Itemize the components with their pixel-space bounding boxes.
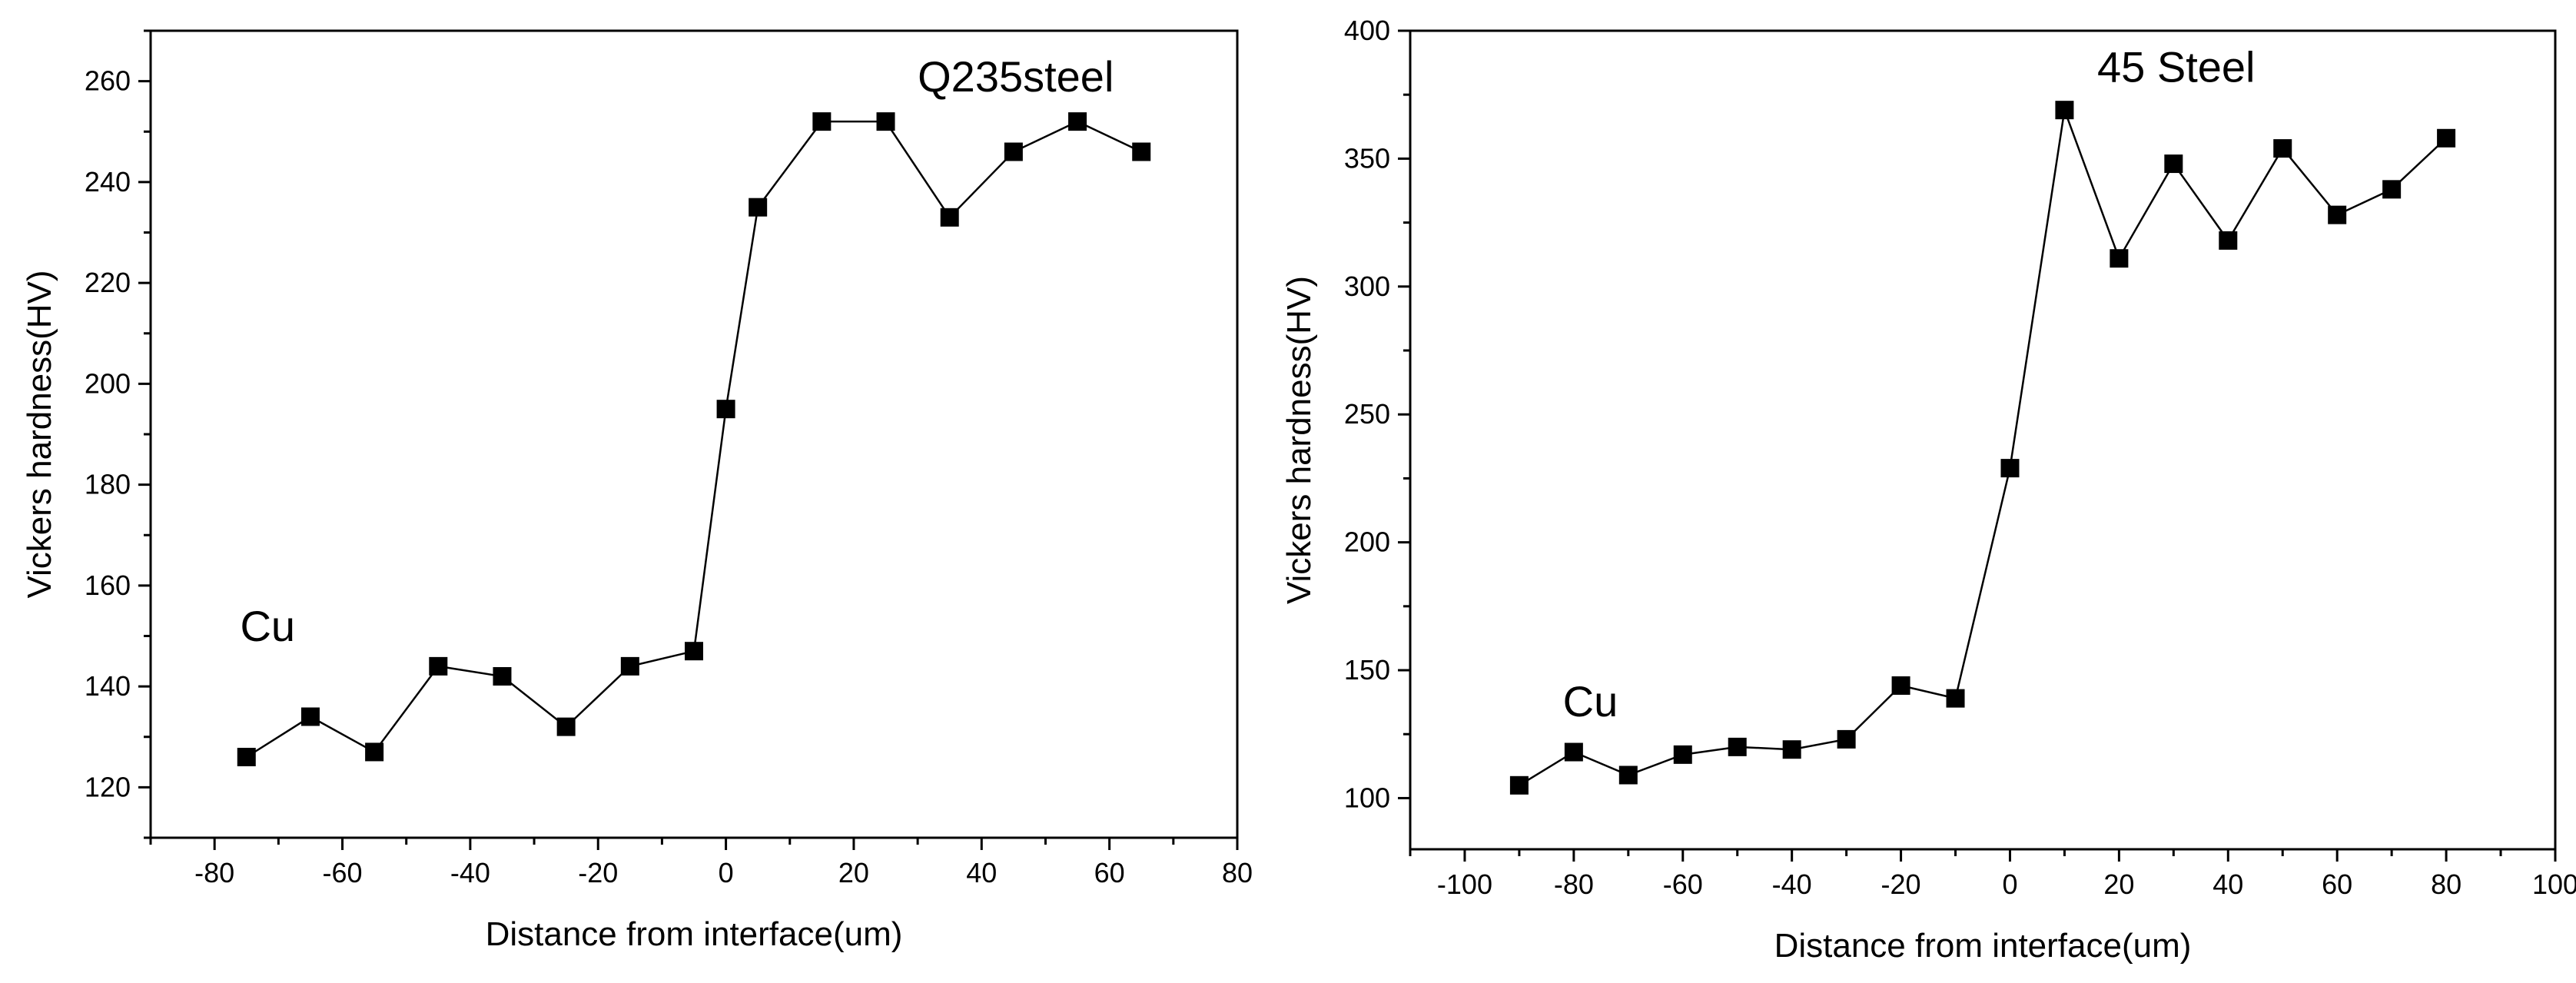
data-point <box>620 656 639 676</box>
y-tick-label: 400 <box>1344 15 1390 46</box>
x-tick-label: -80 <box>194 857 234 888</box>
y-tick-label: 150 <box>1344 654 1390 686</box>
data-point <box>1618 765 1638 785</box>
x-tick-label: 60 <box>2322 868 2352 900</box>
data-point <box>1132 142 1151 161</box>
data-point <box>1782 740 1801 759</box>
chart-panel-1: -80 -60 -40 -20 0 20 40 60 80 120 140 160 180 200 220 2… <box>21 29 1253 953</box>
y-tick-label: 200 <box>1344 526 1390 558</box>
x-tick-label: 20 <box>838 857 869 888</box>
data-point <box>749 198 768 217</box>
data-point <box>300 707 320 726</box>
y-tick-label: 100 <box>1344 782 1390 813</box>
y-tick-label: 260 <box>85 65 131 97</box>
data-point <box>940 208 959 227</box>
data-point <box>1068 112 1087 131</box>
data-point <box>812 112 832 131</box>
data-point <box>1728 737 1747 756</box>
data-point <box>1946 689 1965 708</box>
x-tick-label: 0 <box>719 857 734 888</box>
y-tick-label: 140 <box>85 670 131 702</box>
y-tick-label: 160 <box>85 570 131 601</box>
x-axis-title: Distance from interface(um) <box>1774 927 2192 965</box>
y-tick-label: 200 <box>85 367 131 399</box>
data-point <box>365 742 384 762</box>
y-tick-label: 250 <box>1344 398 1390 430</box>
data-point <box>1564 742 1583 762</box>
annotation-label: Cu <box>1563 677 1618 726</box>
y-tick-label: 220 <box>85 267 131 298</box>
y-tick-label: 350 <box>1344 142 1390 174</box>
data-point <box>556 717 576 736</box>
x-tick-label: 40 <box>966 857 997 888</box>
data-point <box>1004 142 1023 161</box>
x-axis-title: Distance from interface(um) <box>486 915 903 953</box>
data-point <box>429 656 448 676</box>
x-tick-label: -60 <box>1663 868 1703 900</box>
data-point <box>2110 249 2129 268</box>
data-point <box>2273 139 2292 158</box>
x-tick-label: 100 <box>2532 868 2576 900</box>
x-tick-label: -80 <box>1554 868 1594 900</box>
y-tick-label: 120 <box>85 771 131 802</box>
x-tick-label: -100 <box>1437 868 1492 900</box>
data-point <box>237 748 256 766</box>
x-tick-label: -20 <box>1881 868 1921 900</box>
series-line-1 <box>246 120 1142 759</box>
x-tick-label: 60 <box>1094 857 1125 888</box>
chart-panel-2: -100 -80 -60 -40 -20 0 20 40 60 80 100 100 150 200 250… <box>1280 15 2576 965</box>
annotation-label: 45 Steel <box>2097 43 2256 91</box>
data-point <box>2219 231 2238 250</box>
series-line-1 <box>1519 109 2447 786</box>
x-tick-label: 80 <box>2431 868 2461 900</box>
y-tick-label: 300 <box>1344 271 1390 302</box>
data-point <box>2000 459 2020 478</box>
data-point <box>1891 676 1910 695</box>
data-point <box>1509 775 1529 795</box>
data-point <box>1673 745 1692 764</box>
data-point <box>2437 128 2456 148</box>
x-tick-label: 80 <box>1222 857 1253 888</box>
data-point <box>685 642 703 661</box>
data-point <box>876 112 895 131</box>
plot-frame <box>1409 29 2557 851</box>
annotation-label: Q235steel <box>918 52 1114 101</box>
y-axis-title: Vickers hardness(HV) <box>21 270 58 598</box>
data-point <box>2382 180 2402 199</box>
y-axis-title: Vickers hardness(HV) <box>1280 276 1318 604</box>
x-tick-label: 40 <box>2213 868 2243 900</box>
data-point <box>716 400 735 419</box>
x-tick-label: -60 <box>323 857 363 888</box>
data-point <box>493 667 512 686</box>
x-tick-label: 20 <box>2103 868 2134 900</box>
x-tick-label: -40 <box>1772 868 1812 900</box>
data-point <box>2328 205 2347 224</box>
x-tick-label: -20 <box>578 857 618 888</box>
y-tick-label: 240 <box>85 166 131 198</box>
data-point <box>2164 154 2183 174</box>
y-tick-label: 180 <box>85 469 131 500</box>
data-point <box>2055 101 2074 120</box>
annotation-label: Cu <box>240 602 295 650</box>
x-tick-label: -40 <box>450 857 490 888</box>
x-tick-label: 0 <box>2002 868 2017 900</box>
data-point <box>1837 729 1856 749</box>
